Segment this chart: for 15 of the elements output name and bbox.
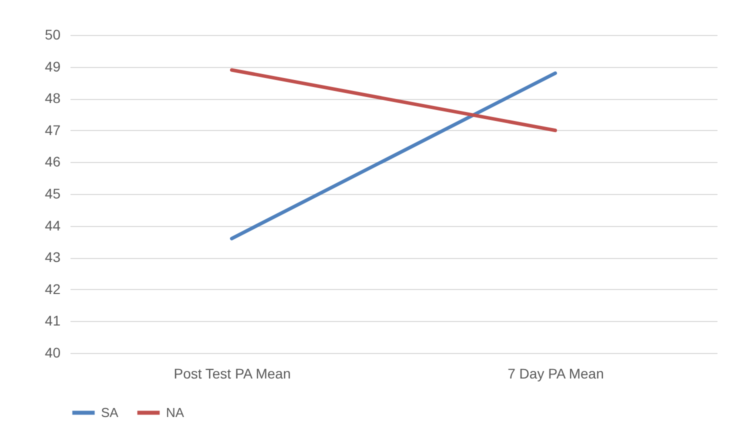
y-tick-label: 50 bbox=[44, 26, 61, 42]
legend-label: SA bbox=[101, 404, 119, 420]
x-tick-label: Post Test PA Mean bbox=[174, 366, 291, 382]
y-tick-label: 45 bbox=[44, 186, 61, 202]
y-tick-label: 41 bbox=[44, 312, 61, 329]
y-tick-label: 48 bbox=[44, 90, 61, 106]
y-tick-label: 47 bbox=[44, 122, 61, 138]
y-tick-label: 40 bbox=[44, 344, 61, 360]
y-tick-label: 42 bbox=[44, 280, 61, 297]
y-tick-label: 49 bbox=[44, 58, 61, 74]
y-tick-label: 43 bbox=[44, 249, 61, 266]
x-tick-label: 7 Day PA Mean bbox=[508, 366, 604, 382]
y-tick-label: 46 bbox=[44, 154, 61, 170]
legend-label: NA bbox=[166, 404, 184, 420]
y-tick-label: 44 bbox=[44, 217, 61, 234]
